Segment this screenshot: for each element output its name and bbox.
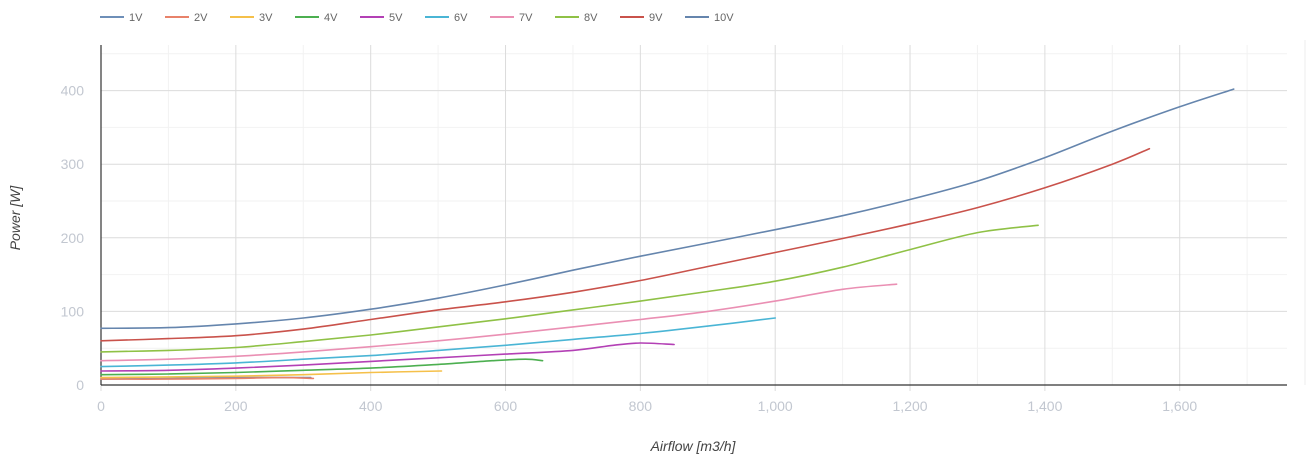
- y-tick-label: 100: [61, 303, 85, 319]
- x-tick-label: 1,600: [1162, 398, 1197, 414]
- series-line-9v: [100, 147, 1151, 342]
- series-lines: [100, 88, 1235, 380]
- legend: 1V 2V 3V 4V 5V 6V 7V 8V 9V 10V: [100, 12, 734, 24]
- grid: [100, 45, 1287, 391]
- legend-label-5v: 5V: [389, 12, 403, 24]
- y-tick-label: 200: [61, 230, 85, 246]
- y-tick-label: 0: [76, 377, 84, 393]
- legend-label-10v: 10V: [714, 12, 734, 24]
- series-line-2v: [100, 376, 315, 380]
- series-line-3v: [100, 370, 443, 379]
- series-line-5v: [100, 342, 675, 372]
- y-tick-label: 300: [61, 156, 85, 172]
- axes: 0 200 400 600 800 1,000 1,200 1,400 1,600 0 100 200…: [61, 40, 1306, 414]
- legend-label-3v: 3V: [259, 12, 273, 24]
- y-tick-label: 400: [61, 83, 85, 99]
- legend-label-4v: 4V: [324, 12, 338, 24]
- series-line-6v: [100, 317, 776, 368]
- y-axis-title: Power [W]: [7, 185, 23, 251]
- x-axis-title: Airflow [m3/h]: [650, 438, 737, 454]
- x-tick-label: 1,400: [1027, 398, 1062, 414]
- x-tick-label: 0: [97, 398, 105, 414]
- legend-label-6v: 6V: [454, 12, 468, 24]
- legend-label-8v: 8V: [584, 12, 598, 24]
- series-line-8v: [100, 224, 1039, 353]
- legend-label-9v: 9V: [649, 12, 663, 24]
- legend-label-2v: 2V: [194, 12, 208, 24]
- legend-label-1v: 1V: [129, 12, 143, 24]
- x-tick-label: 800: [629, 398, 653, 414]
- x-tick-label: 400: [359, 398, 383, 414]
- x-tick-label: 1,200: [893, 398, 928, 414]
- x-tick-label: 200: [224, 398, 248, 414]
- x-tick-label: 600: [494, 398, 518, 414]
- series-line-4v: [100, 358, 544, 376]
- series-line-7v: [100, 283, 898, 362]
- series-line-10v: [100, 88, 1235, 330]
- legend-label-7v: 7V: [519, 12, 533, 24]
- x-tick-label: 1,000: [758, 398, 793, 414]
